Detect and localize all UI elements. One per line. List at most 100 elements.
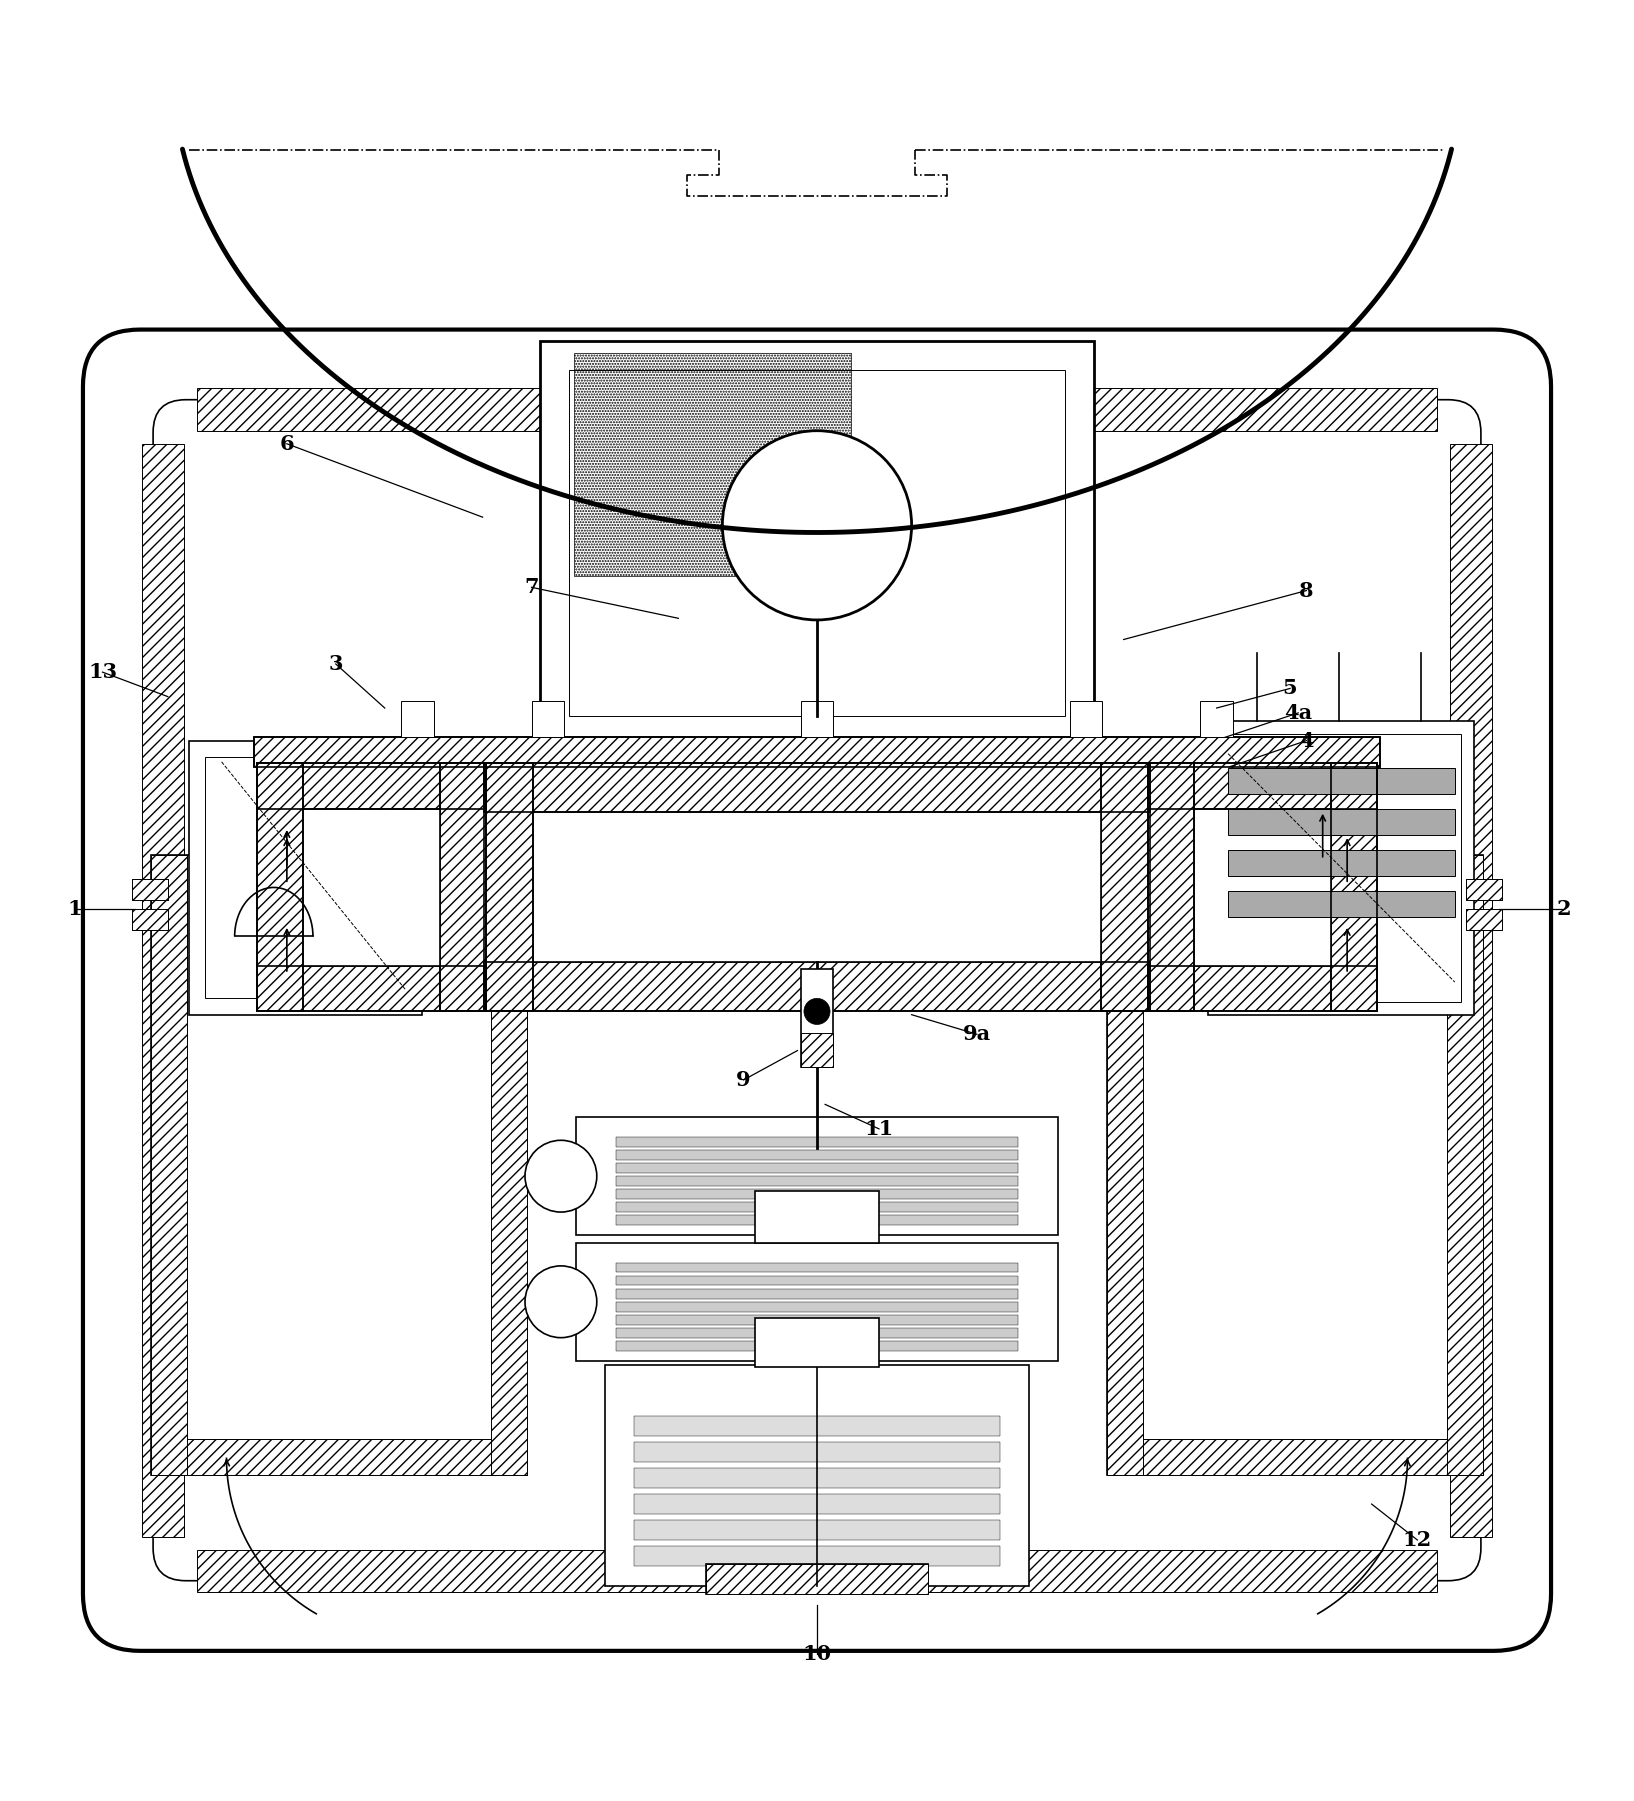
Bar bbox=[801, 702, 833, 737]
Bar bbox=[1229, 891, 1454, 917]
Bar bbox=[255, 737, 1379, 767]
Bar bbox=[616, 1163, 1018, 1172]
Bar bbox=[569, 371, 1065, 717]
Bar bbox=[132, 879, 168, 900]
Bar bbox=[634, 1547, 1000, 1567]
Bar bbox=[706, 1565, 928, 1594]
Bar bbox=[132, 910, 168, 929]
Bar bbox=[755, 1190, 879, 1243]
Bar bbox=[801, 969, 833, 1066]
Bar bbox=[1201, 702, 1234, 737]
Bar bbox=[1466, 910, 1502, 929]
Bar bbox=[1466, 910, 1502, 929]
Text: 4: 4 bbox=[1299, 731, 1314, 751]
Text: 1: 1 bbox=[67, 899, 82, 919]
Bar bbox=[484, 962, 1150, 1012]
Bar bbox=[258, 764, 304, 1012]
Bar bbox=[634, 1468, 1000, 1488]
Bar bbox=[400, 702, 433, 737]
Bar bbox=[1330, 764, 1376, 1012]
Bar bbox=[634, 1495, 1000, 1515]
Bar bbox=[188, 855, 490, 1439]
Bar bbox=[552, 1147, 569, 1205]
Bar bbox=[616, 1189, 1018, 1199]
Bar bbox=[255, 737, 1379, 767]
Bar bbox=[258, 764, 304, 1012]
Bar bbox=[198, 1549, 1436, 1592]
Bar bbox=[304, 809, 440, 965]
Bar bbox=[616, 1263, 1018, 1273]
Bar bbox=[142, 443, 185, 1536]
Bar bbox=[198, 389, 1436, 430]
Bar bbox=[616, 1290, 1018, 1299]
Bar bbox=[533, 812, 1101, 962]
Bar bbox=[132, 910, 168, 929]
Bar bbox=[1070, 702, 1103, 737]
Bar bbox=[152, 855, 188, 1475]
Bar bbox=[1101, 764, 1150, 1012]
Text: 9: 9 bbox=[737, 1070, 752, 1090]
Bar bbox=[616, 1315, 1018, 1324]
Bar bbox=[616, 1216, 1018, 1225]
Bar bbox=[616, 1327, 1018, 1338]
Bar bbox=[574, 353, 851, 576]
Bar bbox=[616, 1203, 1018, 1212]
Bar bbox=[616, 1176, 1018, 1187]
Bar bbox=[1466, 879, 1502, 900]
Bar bbox=[605, 1365, 1029, 1585]
Text: 6: 6 bbox=[279, 434, 294, 454]
FancyBboxPatch shape bbox=[83, 330, 1551, 1652]
Bar bbox=[152, 855, 526, 1475]
Bar bbox=[484, 962, 1150, 1012]
Bar bbox=[484, 764, 1150, 812]
Bar bbox=[1229, 809, 1454, 836]
FancyBboxPatch shape bbox=[154, 400, 1480, 1581]
Bar bbox=[1229, 769, 1454, 794]
Bar bbox=[490, 855, 526, 1475]
Bar bbox=[484, 764, 533, 1012]
Text: 3: 3 bbox=[328, 654, 343, 674]
Bar bbox=[190, 740, 422, 1014]
Bar bbox=[634, 1416, 1000, 1435]
Circle shape bbox=[525, 1140, 596, 1212]
Text: 11: 11 bbox=[864, 1118, 894, 1138]
Bar bbox=[1144, 855, 1446, 1439]
Bar bbox=[1194, 809, 1330, 965]
Circle shape bbox=[722, 430, 912, 620]
Bar bbox=[258, 965, 485, 1012]
Bar bbox=[1108, 855, 1482, 1475]
Bar bbox=[440, 764, 485, 1012]
Bar bbox=[1449, 443, 1492, 1536]
Bar bbox=[132, 879, 168, 900]
Circle shape bbox=[804, 998, 830, 1025]
Bar bbox=[440, 764, 485, 1012]
Bar bbox=[1222, 735, 1461, 1001]
Text: 2: 2 bbox=[1557, 899, 1572, 919]
Bar bbox=[206, 756, 405, 998]
Bar bbox=[1149, 764, 1376, 809]
Bar bbox=[634, 1443, 1000, 1462]
Bar bbox=[1149, 764, 1376, 809]
Text: 9a: 9a bbox=[962, 1025, 990, 1045]
Bar bbox=[1108, 1439, 1482, 1475]
Bar bbox=[552, 1273, 569, 1331]
Bar bbox=[1446, 855, 1482, 1475]
Bar bbox=[575, 1117, 1059, 1235]
Bar bbox=[539, 340, 1095, 746]
Bar bbox=[484, 764, 533, 1012]
Bar bbox=[1149, 764, 1194, 1012]
Bar bbox=[258, 764, 485, 809]
Bar bbox=[575, 1243, 1059, 1360]
Bar bbox=[258, 965, 485, 1012]
Bar bbox=[484, 764, 1150, 812]
Text: 8: 8 bbox=[1299, 580, 1314, 600]
Text: 10: 10 bbox=[802, 1644, 832, 1664]
Bar bbox=[258, 764, 485, 809]
Bar bbox=[616, 1302, 1018, 1311]
Bar bbox=[152, 1439, 526, 1475]
Bar bbox=[1149, 965, 1376, 1012]
Bar bbox=[616, 1136, 1018, 1147]
Bar bbox=[616, 1342, 1018, 1351]
Text: 4a: 4a bbox=[1284, 702, 1312, 722]
Bar bbox=[1101, 764, 1150, 1012]
